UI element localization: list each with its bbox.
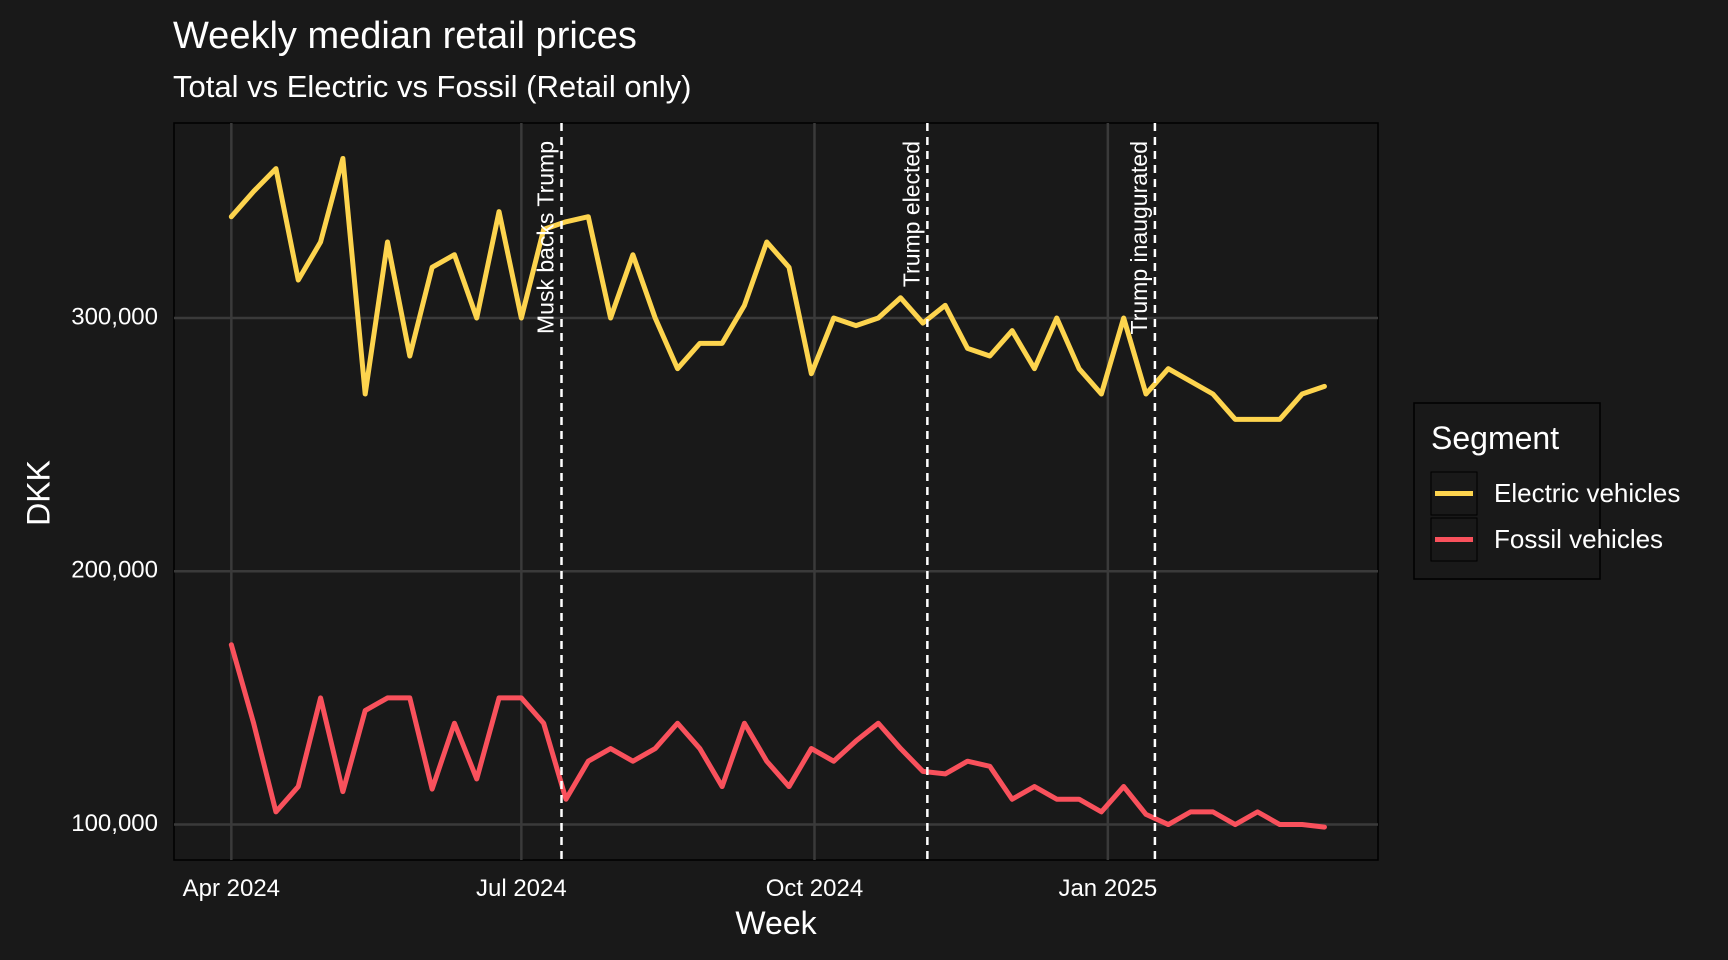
event-label: Trump elected [898,141,924,287]
chart-subtitle: Total vs Electric vs Fossil (Retail only… [173,69,692,104]
event-label: Musk backs Trump [533,141,559,334]
x-axis-label: Week [735,905,817,941]
y-axis-label: DKK [20,460,56,526]
legend-label: Fossil vehicles [1494,524,1663,554]
x-tick-label: Jan 2025 [1058,875,1157,902]
chart-title: Weekly median retail prices [173,15,637,57]
grid [174,123,1378,860]
legend-title: Segment [1431,420,1559,456]
x-tick-label: Oct 2024 [766,875,863,902]
series-line [228,642,1327,830]
legend-label: Electric vehicles [1494,478,1680,508]
event-label: Trump inaugurated [1126,141,1152,334]
y-tick-label: 300,000 [71,303,158,330]
panel [173,122,1379,861]
y-tick-label: 100,000 [71,810,158,837]
y-tick-label: 200,000 [71,557,158,584]
series-line [228,155,1327,422]
legend: Segment Electric vehicles Fossil vehicles [1413,402,1680,580]
x-tick-label: Apr 2024 [183,875,280,902]
x-tick-label: Jul 2024 [476,875,567,902]
